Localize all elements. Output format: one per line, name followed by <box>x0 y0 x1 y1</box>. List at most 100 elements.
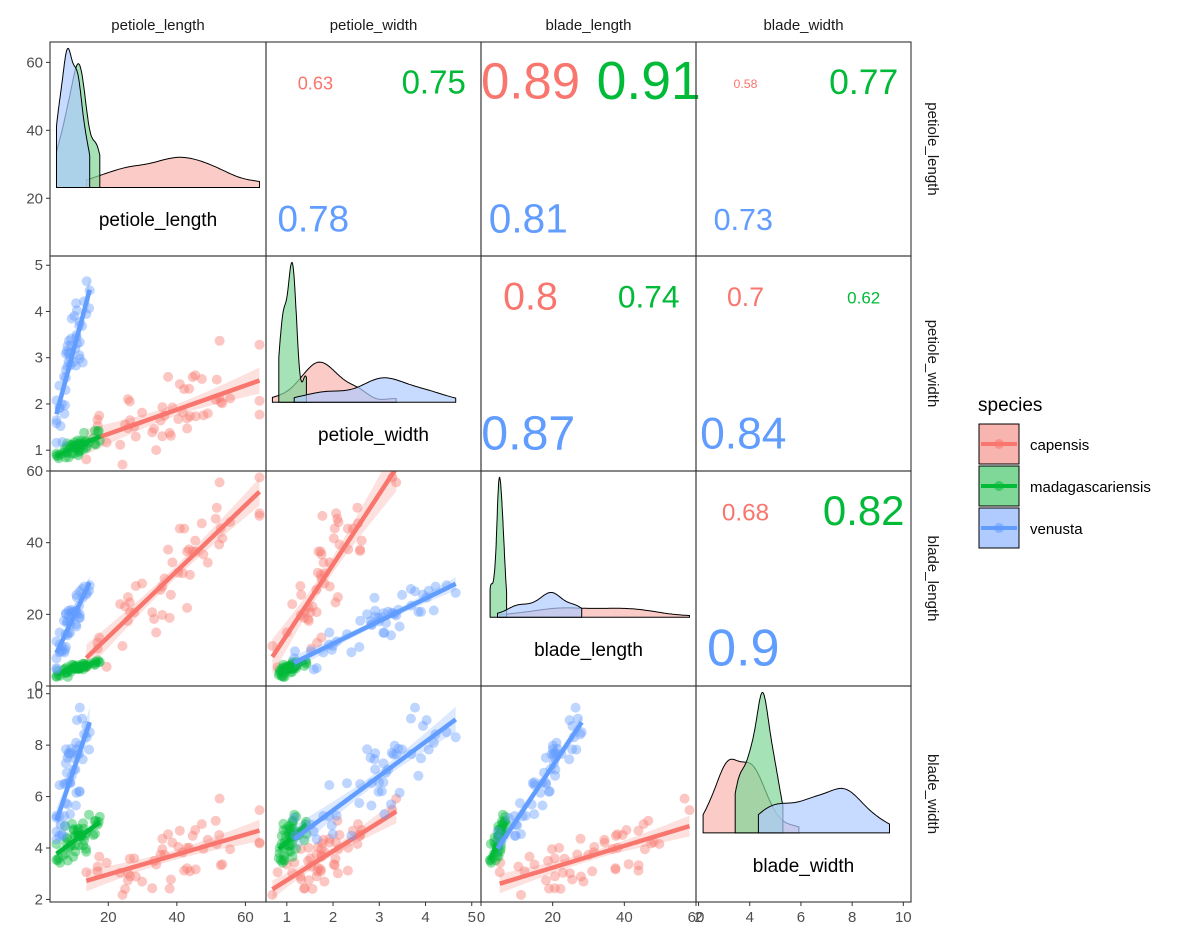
point-capensis <box>196 819 207 830</box>
point-capensis <box>329 523 340 534</box>
point-venusta <box>421 715 432 726</box>
correlation-capensis: 0.58 <box>734 77 758 91</box>
point-capensis <box>164 612 175 623</box>
point-capensis <box>610 863 621 874</box>
point-capensis <box>610 864 621 875</box>
point-capensis <box>184 866 195 877</box>
point-capensis <box>319 876 330 887</box>
point-capensis <box>202 834 213 845</box>
point-madagascariensis <box>279 855 290 866</box>
y-tick-label: 60 <box>26 463 43 480</box>
point-venusta <box>509 830 520 841</box>
panel-petiole_width-petiole_width: petiole_width <box>265 255 482 472</box>
point-capensis <box>124 396 135 407</box>
point-capensis <box>289 857 300 868</box>
legend-key-point-capensis <box>994 439 1004 449</box>
point-venusta <box>74 350 85 361</box>
point-venusta <box>540 752 551 763</box>
x-tick-label: 1 <box>283 909 291 926</box>
point-capensis <box>147 883 158 894</box>
point-capensis <box>352 502 363 513</box>
point-venusta <box>51 437 62 448</box>
point-capensis <box>117 641 128 651</box>
point-madagascariensis <box>66 818 77 829</box>
point-capensis <box>311 871 322 882</box>
point-venusta <box>56 829 67 840</box>
point-madagascariensis <box>90 439 101 450</box>
point-madagascariensis <box>497 809 508 820</box>
point-madagascariensis <box>287 851 298 862</box>
y-tick-label: 2 <box>35 396 43 413</box>
point-venusta <box>391 749 402 760</box>
point-capensis <box>331 837 342 848</box>
point-capensis <box>564 868 575 879</box>
point-madagascariensis <box>278 818 289 829</box>
point-capensis <box>599 834 610 845</box>
point-madagascariensis <box>88 830 99 841</box>
point-venusta <box>57 437 68 447</box>
point-capensis <box>330 597 341 608</box>
point-capensis <box>638 819 649 830</box>
point-capensis <box>287 599 298 610</box>
point-capensis <box>122 875 133 886</box>
y-tick-label: 0 <box>35 678 43 695</box>
panel-petiole_width-blade_length: 0.8 0.74 0.87 <box>480 255 697 472</box>
point-venusta <box>59 811 70 821</box>
point-capensis <box>210 513 221 524</box>
point-venusta <box>376 786 387 797</box>
point-capensis <box>541 875 551 886</box>
point-capensis <box>549 883 560 894</box>
point-venusta <box>379 627 390 638</box>
point-madagascariensis <box>283 846 294 857</box>
regression-line-venusta <box>54 581 92 654</box>
point-madagascariensis <box>291 843 301 854</box>
point-venusta <box>551 737 562 748</box>
column-strip-petiole_length: petiole_length <box>111 17 204 34</box>
regression-line-capensis <box>499 823 691 886</box>
point-capensis <box>137 407 148 418</box>
point-venusta <box>394 621 405 632</box>
point-madagascariensis <box>92 426 103 437</box>
point-venusta <box>389 740 400 751</box>
point-venusta <box>69 311 80 321</box>
point-capensis <box>120 883 131 894</box>
point-capensis <box>190 370 201 381</box>
row-strip-petiole_length: petiole_length <box>924 102 941 195</box>
point-capensis <box>317 838 328 849</box>
point-capensis <box>575 833 586 844</box>
point-capensis <box>120 601 131 612</box>
point-venusta <box>60 820 70 831</box>
point-capensis <box>179 384 190 395</box>
point-venusta <box>370 748 381 759</box>
point-venusta <box>430 581 441 592</box>
point-venusta <box>66 743 77 754</box>
point-madagascariensis <box>275 855 286 866</box>
regression-line-capensis <box>85 828 261 883</box>
y-tick-label: 20 <box>26 190 43 207</box>
point-capensis <box>317 510 328 521</box>
point-capensis <box>623 859 634 870</box>
point-madagascariensis <box>288 816 299 827</box>
x-tick-label: 5 <box>468 909 476 926</box>
point-madagascariensis <box>276 671 287 682</box>
point-madagascariensis <box>279 850 290 861</box>
point-capensis <box>318 557 329 568</box>
point-venusta <box>51 418 62 429</box>
point-venusta <box>60 758 71 769</box>
point-capensis <box>318 834 329 845</box>
point-capensis <box>129 853 140 864</box>
x-tick-label: 40 <box>616 909 633 926</box>
point-madagascariensis <box>291 811 302 822</box>
point-venusta <box>66 333 77 344</box>
point-capensis <box>81 454 92 465</box>
point-venusta <box>386 630 396 641</box>
point-venusta <box>71 737 82 748</box>
point-capensis <box>196 518 207 529</box>
correlation-venusta: 0.84 <box>700 409 786 458</box>
point-capensis <box>295 844 306 855</box>
point-capensis <box>92 866 103 877</box>
point-madagascariensis <box>59 821 70 832</box>
point-venusta <box>77 713 88 724</box>
point-madagascariensis <box>68 851 79 862</box>
point-capensis <box>167 557 178 568</box>
